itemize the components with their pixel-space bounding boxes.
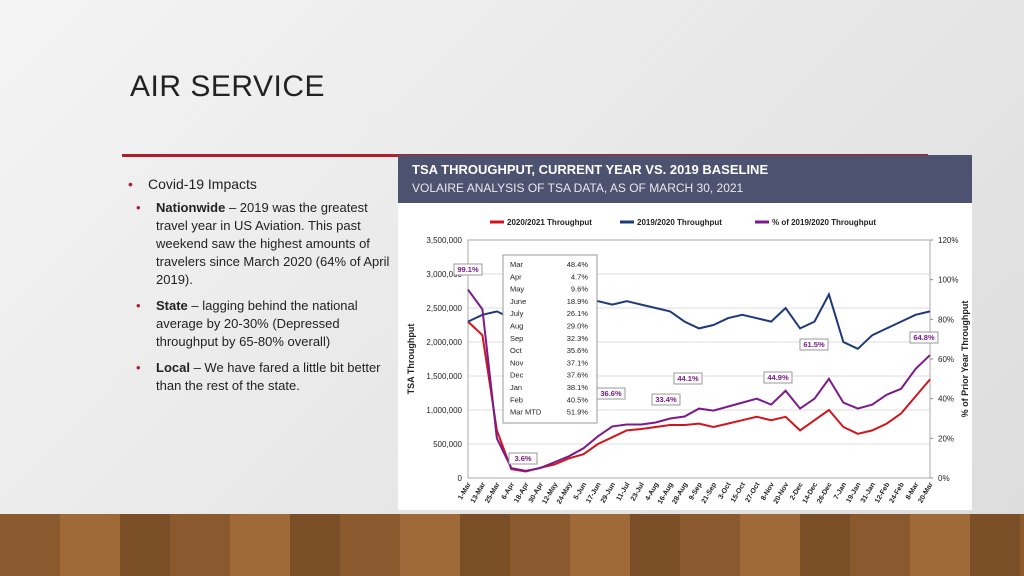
y-tick-label: 1,500,000: [426, 372, 462, 381]
annotation: 36.6%: [600, 389, 622, 398]
y-tick-label: 500,000: [433, 440, 462, 449]
y2-tick-label: 0%: [938, 474, 950, 483]
annotation: 44.9%: [767, 373, 789, 382]
annotation: 44.1%: [677, 374, 699, 383]
annotation-box: [909, 331, 939, 344]
table-label: Oct: [510, 346, 523, 355]
table-value: 37.1%: [567, 358, 589, 367]
table-value: 29.0%: [567, 322, 589, 331]
annotation-box: [673, 372, 703, 385]
annotation-box: [453, 263, 483, 276]
table-value: 51.9%: [567, 408, 589, 417]
legend-label: 2019/2020 Throughput: [637, 218, 722, 227]
table-value: 40.5%: [567, 395, 589, 404]
y2-tick-label: 40%: [938, 395, 954, 404]
bullet: Covid-19 Impacts: [128, 175, 390, 193]
table-label: Apr: [510, 272, 522, 281]
y2-tick-label: 60%: [938, 355, 954, 364]
y-tick-label: 0: [458, 474, 463, 483]
chart-title: TSA THROUGHPUT, CURRENT YEAR VS. 2019 BA…: [412, 162, 768, 177]
floor: [0, 514, 1024, 576]
bullet-text: – 2019 was the greatest travel year in U…: [156, 200, 390, 287]
table-value: 4.7%: [571, 272, 588, 281]
y2-tick-label: 20%: [938, 434, 954, 443]
bullet-bold: Local: [156, 360, 190, 375]
annotation-box: [508, 452, 538, 465]
bullet-text: Covid-19 Impacts: [148, 176, 257, 192]
annotation: 64.8%: [913, 333, 935, 342]
table-box: [502, 254, 598, 424]
bullets: Covid-19 Impacts Nationwide – 2019 was t…: [128, 175, 390, 403]
y2-axis-title: % of Prior Year Throughput: [960, 301, 970, 418]
y2-tick-label: 80%: [938, 315, 954, 324]
annotation: 99.1%: [457, 265, 479, 274]
table-label: Mar MTD: [510, 408, 542, 417]
table-value: 35.6%: [567, 346, 589, 355]
table-label: Mar: [510, 260, 523, 269]
bullet: State – lagging behind the national aver…: [98, 297, 390, 351]
table-label: Nov: [510, 358, 524, 367]
bullet-bold: State: [156, 298, 188, 313]
y2-tick-label: 100%: [938, 276, 958, 285]
chart-header: [398, 155, 972, 203]
bullet-bold: Nationwide: [156, 200, 226, 215]
table-value: 32.3%: [567, 334, 589, 343]
table-value: 37.6%: [567, 371, 589, 380]
table-label: July: [510, 309, 524, 318]
y2-tick-label: 120%: [938, 236, 958, 245]
bullet-text: – lagging behind the national average by…: [156, 298, 358, 349]
y-axis-title: TSA Throughput: [406, 324, 416, 395]
bullet-text: – We have fared a little bit better than…: [156, 360, 381, 393]
bullet: Nationwide – 2019 was the greatest trave…: [98, 199, 390, 289]
table-label: May: [510, 285, 524, 294]
table-label: Aug: [510, 322, 523, 331]
annotation: 61.5%: [803, 340, 825, 349]
chart: TSA THROUGHPUT, CURRENT YEAR VS. 2019 BA…: [398, 155, 972, 510]
table-label: Jan: [510, 383, 522, 392]
table-value: 48.4%: [567, 260, 589, 269]
table-label: Dec: [510, 371, 524, 380]
y-tick-label: 3,500,000: [426, 236, 462, 245]
slide-title: AIR SERVICE: [130, 70, 326, 103]
table-label: Feb: [510, 395, 523, 404]
y-tick-label: 1,000,000: [426, 406, 462, 415]
chart-subtitle: VOLAIRE ANALYSIS OF TSA DATA, AS OF MARC…: [412, 181, 744, 195]
series-line: [467, 288, 931, 472]
bullet: Local – We have fared a little bit bette…: [98, 359, 390, 395]
table-value: 18.9%: [567, 297, 589, 306]
annotation-box: [763, 371, 793, 384]
table-label: June: [510, 297, 526, 306]
annotation: 33.4%: [655, 395, 677, 404]
annotation: 3.6%: [514, 454, 531, 463]
plot-frame: [467, 239, 931, 479]
annotation-box: [651, 393, 681, 406]
legend-label: 2020/2021 Throughput: [507, 218, 592, 227]
legend-label: % of 2019/2020 Throughput: [772, 218, 876, 227]
table-label: Sep: [510, 334, 523, 343]
y-tick-label: 2,500,000: [426, 304, 462, 313]
y-tick-label: 3,000,000: [426, 270, 462, 279]
table-value: 26.1%: [567, 309, 589, 318]
annotation-box: [799, 338, 829, 351]
table-value: 9.6%: [571, 285, 588, 294]
table-value: 38.1%: [567, 383, 589, 392]
y-tick-label: 2,000,000: [426, 338, 462, 347]
